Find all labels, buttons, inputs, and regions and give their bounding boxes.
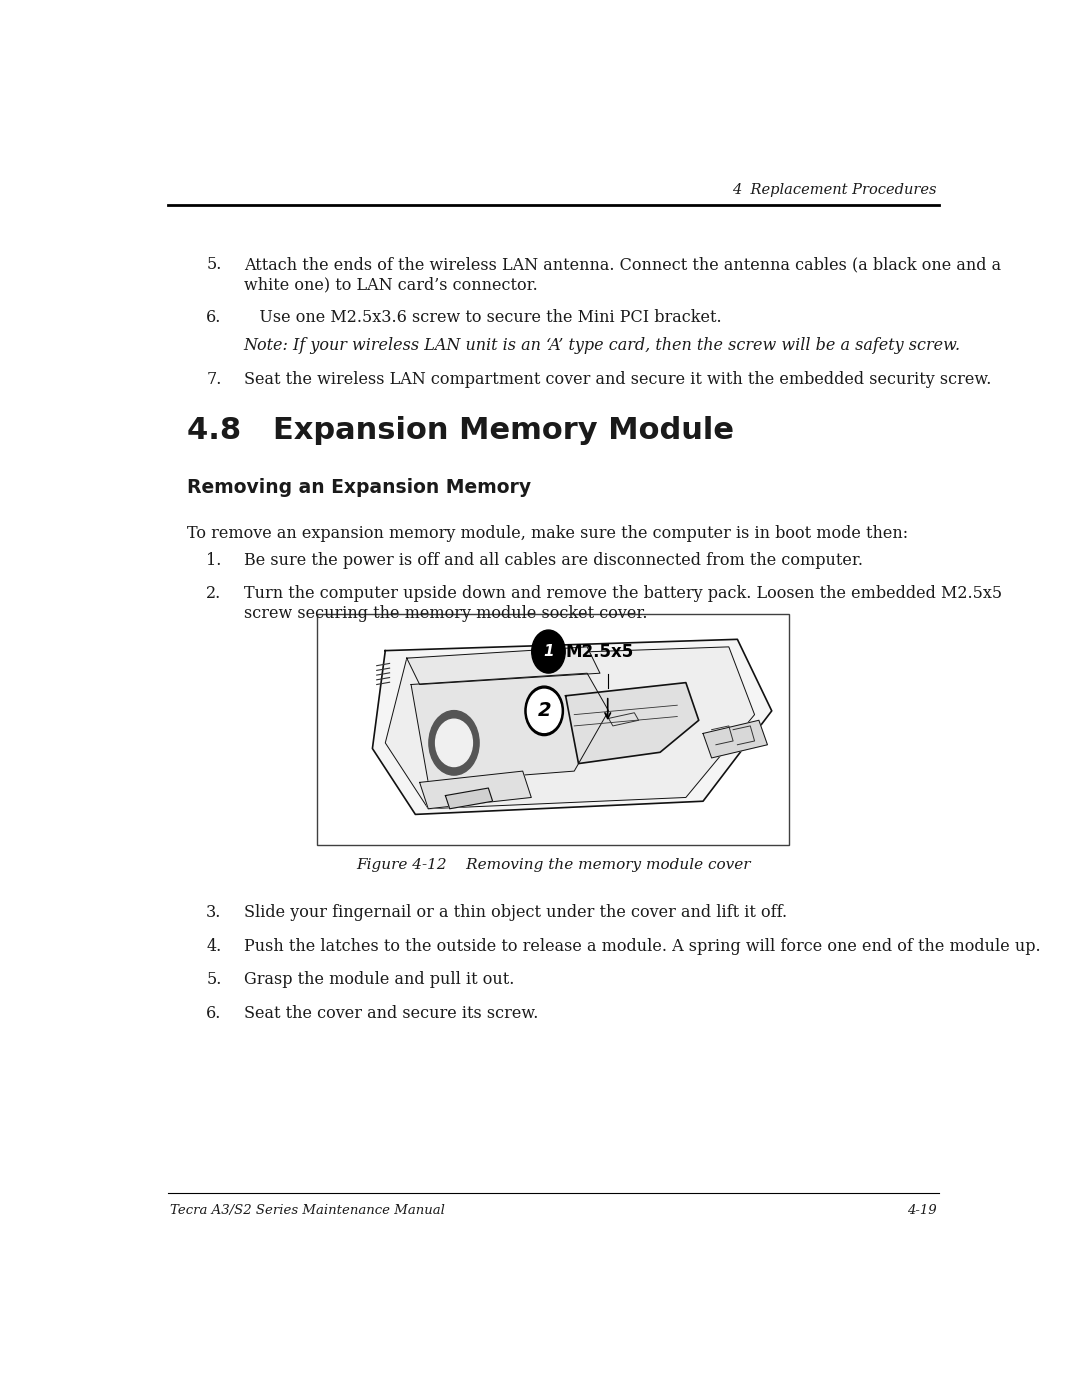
- Circle shape: [531, 630, 565, 673]
- Text: Removing an Expansion Memory: Removing an Expansion Memory: [187, 478, 531, 497]
- Text: 1.: 1.: [206, 552, 221, 569]
- Text: 2.: 2.: [206, 585, 221, 602]
- Text: 1: 1: [543, 644, 554, 659]
- Text: 6.: 6.: [206, 1004, 221, 1021]
- Text: Be sure the power is off and all cables are disconnected from the computer.: Be sure the power is off and all cables …: [244, 552, 863, 569]
- Text: Seat the wireless LAN compartment cover and secure it with the embedded security: Seat the wireless LAN compartment cover …: [244, 372, 991, 388]
- Text: 3.: 3.: [206, 904, 221, 922]
- Polygon shape: [445, 788, 492, 809]
- Text: Grasp the module and pull it out.: Grasp the module and pull it out.: [244, 971, 514, 988]
- Text: Slide your fingernail or a thin object under the cover and lift it off.: Slide your fingernail or a thin object u…: [244, 904, 787, 922]
- Circle shape: [527, 689, 561, 732]
- Text: Tecra A3/S2 Series Maintenance Manual: Tecra A3/S2 Series Maintenance Manual: [171, 1204, 445, 1217]
- Text: Turn the computer upside down and remove the battery pack. Loosen the embedded M: Turn the computer upside down and remove…: [244, 585, 1002, 622]
- Text: Note: If your wireless LAN unit is an ‘A’ type card, then the screw will be a sa: Note: If your wireless LAN unit is an ‘A…: [244, 337, 961, 353]
- Text: Figure 4-12    Removing the memory module cover: Figure 4-12 Removing the memory module c…: [356, 858, 751, 872]
- Text: 2: 2: [538, 701, 551, 721]
- Bar: [318, 615, 788, 845]
- Text: 4  Replacement Procedures: 4 Replacement Procedures: [732, 183, 936, 197]
- Polygon shape: [373, 640, 772, 814]
- Polygon shape: [566, 683, 699, 764]
- Polygon shape: [420, 771, 531, 809]
- Circle shape: [525, 686, 564, 736]
- Text: Seat the cover and secure its screw.: Seat the cover and secure its screw.: [244, 1004, 538, 1021]
- Text: 5.: 5.: [206, 971, 221, 988]
- Text: M2.5x5: M2.5x5: [566, 643, 634, 661]
- Text: 4-19: 4-19: [907, 1204, 936, 1217]
- Text: 4.8   Expansion Memory Module: 4.8 Expansion Memory Module: [187, 416, 734, 446]
- Polygon shape: [407, 647, 600, 685]
- Text: 7.: 7.: [206, 372, 221, 388]
- Text: 4.: 4.: [206, 937, 221, 954]
- Circle shape: [435, 719, 472, 767]
- Polygon shape: [703, 721, 768, 759]
- Text: Use one M2.5x3.6 screw to secure the Mini PCI bracket.: Use one M2.5x3.6 screw to secure the Min…: [244, 309, 721, 326]
- Polygon shape: [411, 673, 608, 782]
- Text: Attach the ends of the wireless LAN antenna. Connect the antenna cables (a black: Attach the ends of the wireless LAN ante…: [244, 257, 1001, 293]
- Polygon shape: [386, 647, 755, 809]
- Circle shape: [429, 711, 480, 775]
- Text: 5.: 5.: [206, 257, 221, 274]
- Text: Push the latches to the outside to release a module. A spring will force one end: Push the latches to the outside to relea…: [244, 937, 1040, 954]
- Text: To remove an expansion memory module, make sure the computer is in boot mode the: To remove an expansion memory module, ma…: [187, 525, 908, 542]
- Text: 6.: 6.: [206, 309, 221, 326]
